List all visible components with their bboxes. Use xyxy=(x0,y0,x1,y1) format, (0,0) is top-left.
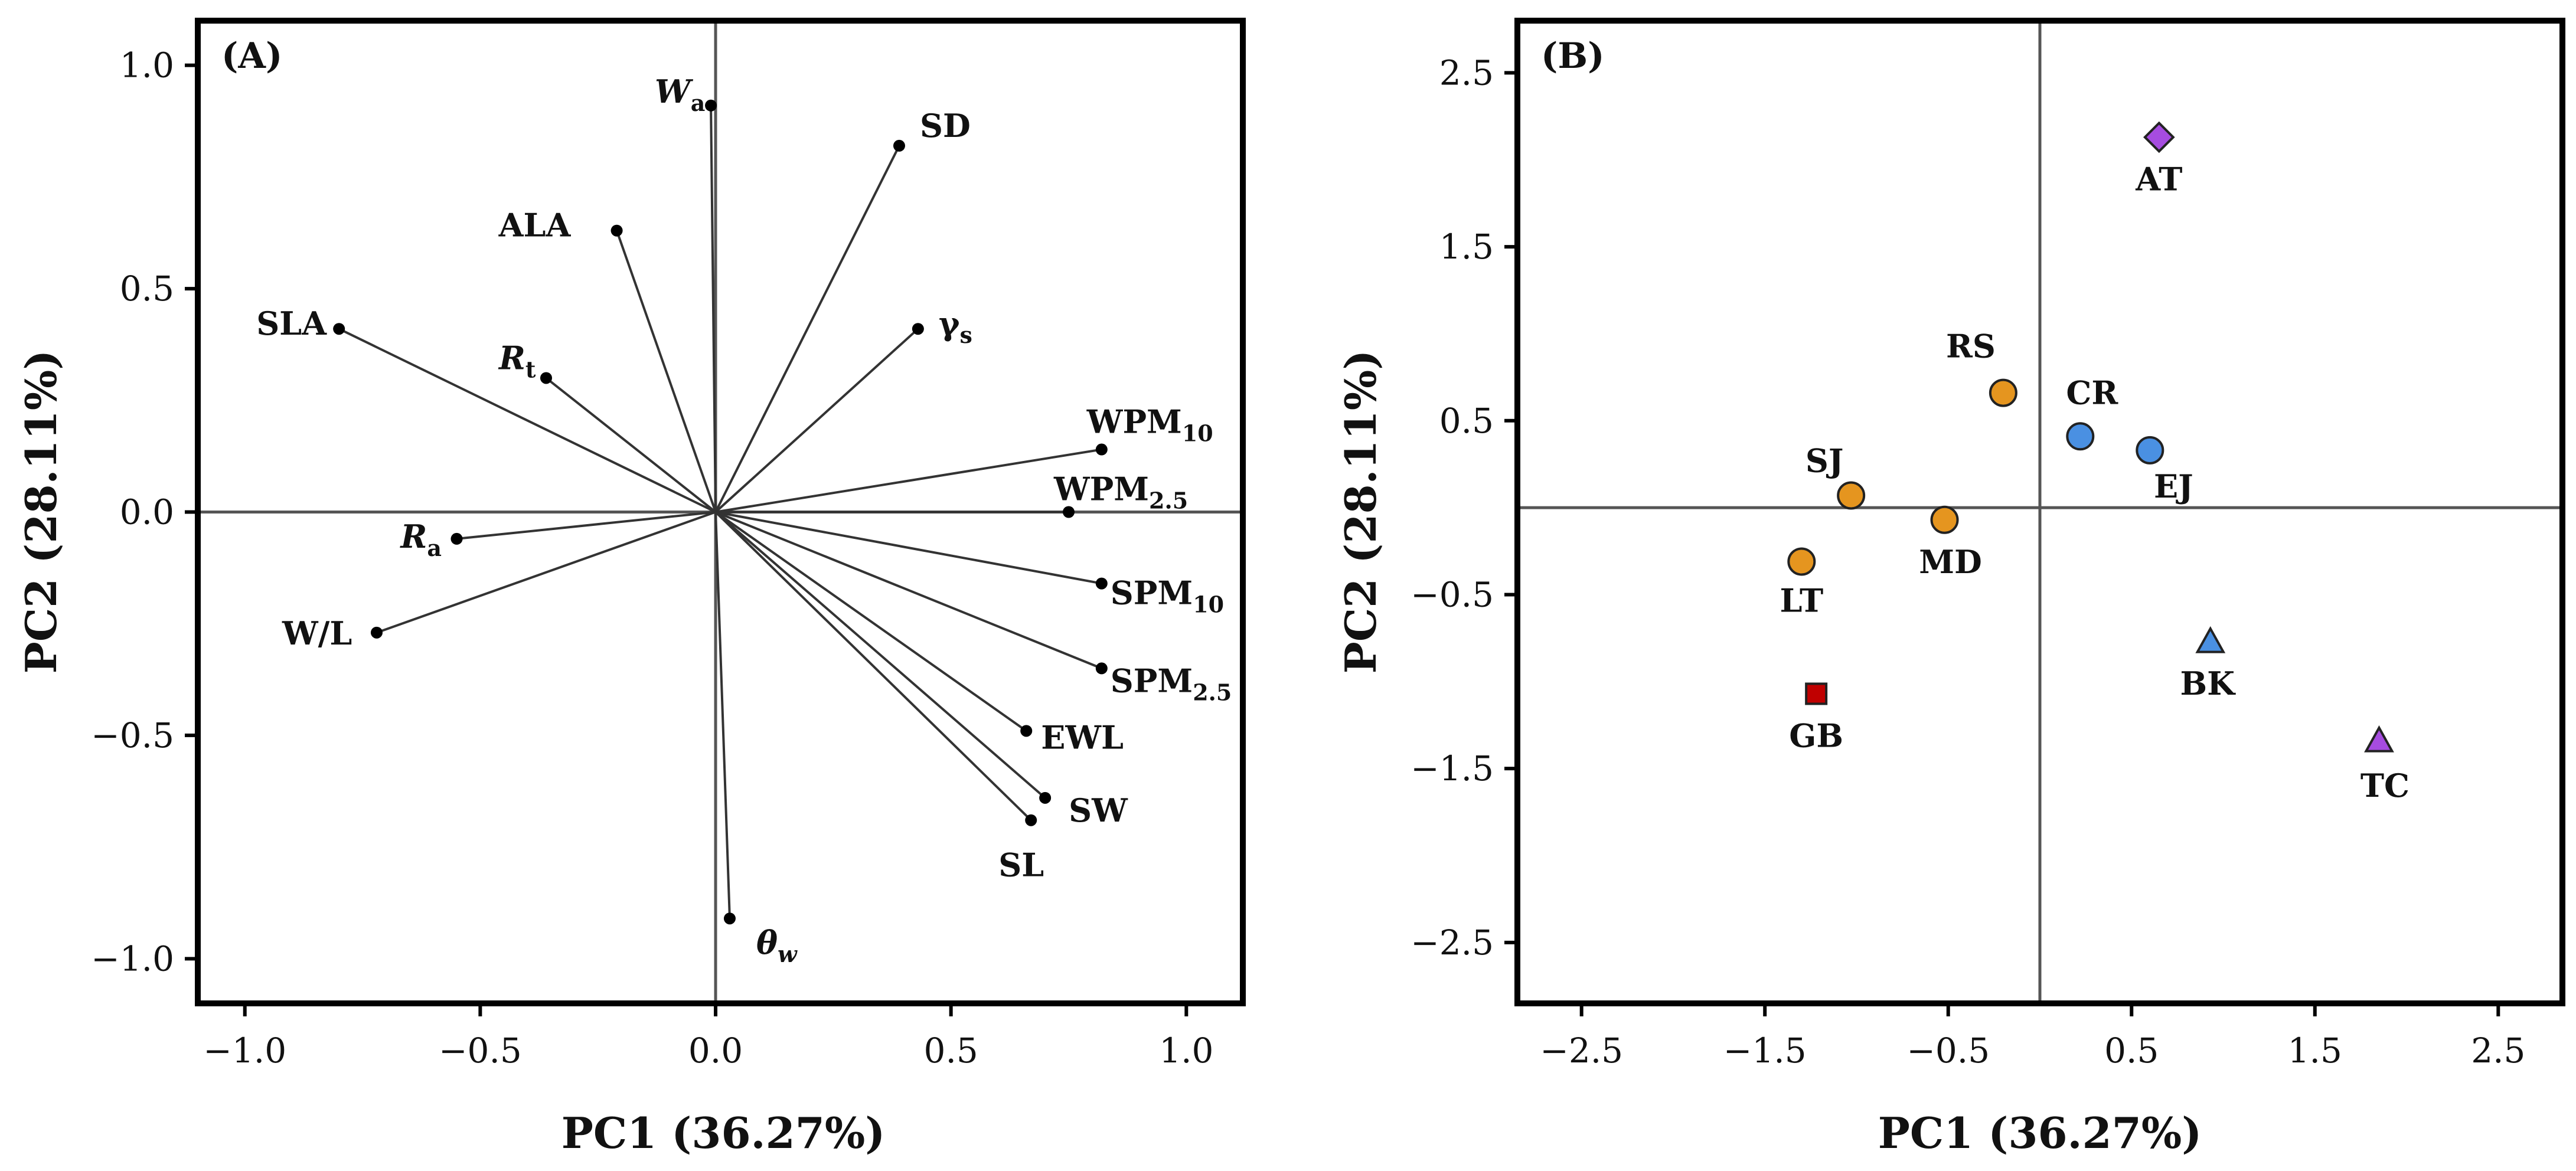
y-axis-title: PC2 (28.11%) xyxy=(16,350,66,674)
plot-frame xyxy=(1514,18,2565,1006)
y-tick-label: −0.5 xyxy=(1411,574,1494,614)
panel-b-scores-plot: −2.5 −1.5 −0.5 0.5 1.5 2.5 2.5 1.5 0.5 −0.5 −1.5 −2… xyxy=(1336,18,2565,1158)
x-axis-title: PC1 (36.27%) xyxy=(561,1108,886,1158)
vector-tip-sl xyxy=(1025,814,1037,826)
vector-tip-ewl xyxy=(1020,725,1033,737)
point-tc xyxy=(2364,725,2394,753)
vector-label-ala: ALA xyxy=(498,207,572,244)
point-label-md: MD xyxy=(1919,543,1982,581)
x-tick-label: −0.5 xyxy=(439,1031,522,1071)
loading-vector-w-l xyxy=(376,511,716,634)
y-tick-label: 2.5 xyxy=(1439,53,1494,93)
y-tick-label: 0.5 xyxy=(120,269,174,309)
x-tick-label: −2.5 xyxy=(1540,1031,1623,1071)
point-at xyxy=(2143,121,2175,153)
vector-label-spm-10: SPM10 xyxy=(1111,574,1224,618)
y-tick-label: 1.0 xyxy=(120,45,174,86)
loading-vector-spm-10 xyxy=(715,511,1102,585)
y-tick-label: −0.5 xyxy=(91,715,174,755)
vector-label-ewl: EWL xyxy=(1041,718,1124,756)
loading-vector-sw xyxy=(714,511,1046,799)
loading-vector-r-a xyxy=(456,511,716,540)
vector-tip-s xyxy=(912,323,924,335)
y-axis-title: PC2 (28.11%) xyxy=(1336,350,1386,674)
vector-label-wpm-10: WPM10 xyxy=(1086,403,1213,447)
vector-label-sla: SLA xyxy=(256,305,327,342)
vector-tip-w-a xyxy=(705,99,717,112)
loading-vector-ala xyxy=(615,230,717,513)
vector-tip-ala xyxy=(610,224,623,237)
point-label-tc: TC xyxy=(2360,767,2410,804)
point-label-cr: CR xyxy=(2066,374,2118,411)
vector-label-sd: SD xyxy=(920,107,971,145)
loading-vector-w xyxy=(714,512,731,919)
loading-vector-sd xyxy=(714,145,900,513)
vector-label-s: γs xyxy=(939,305,972,348)
y-tick-label: 0.5 xyxy=(1439,401,1494,441)
vector-tip-sla xyxy=(333,323,345,335)
point-bk xyxy=(2195,626,2226,653)
point-cr xyxy=(2066,422,2095,451)
x-tick-label: 0.5 xyxy=(2104,1031,2159,1071)
x-tick-label: 0.0 xyxy=(688,1031,743,1071)
vector-label-wpm-2-5: WPM2.5 xyxy=(1053,470,1188,514)
point-ej xyxy=(2136,436,2164,465)
point-sj xyxy=(1837,481,1866,510)
x-tick-label: −1.5 xyxy=(1723,1031,1807,1071)
vector-label-spm-2-5: SPM2.5 xyxy=(1111,662,1232,705)
point-label-gb: GB xyxy=(1789,717,1843,754)
vector-tip-sw xyxy=(1039,791,1052,804)
vector-label-sw: SW xyxy=(1069,791,1128,829)
vector-tip-r-a xyxy=(450,532,463,545)
point-gb xyxy=(1805,682,1828,705)
x-tick-label: 0.5 xyxy=(924,1031,978,1071)
point-label-ej: EJ xyxy=(2154,467,2193,505)
y-tick-label: −2.5 xyxy=(1411,923,1494,963)
loading-vector-w-a xyxy=(710,105,717,512)
x-tick-label: 1.0 xyxy=(1159,1031,1213,1071)
point-label-lt: LT xyxy=(1780,581,1823,619)
vector-label-r-t: Rt xyxy=(498,339,536,382)
loading-vector-sla xyxy=(338,328,716,513)
point-label-at: AT xyxy=(2135,160,2182,198)
point-label-rs: RS xyxy=(1946,328,1996,365)
vector-label-w: θw xyxy=(756,924,798,967)
vector-tip-spm-10 xyxy=(1095,577,1108,590)
loading-vector-ewl xyxy=(714,511,1027,732)
vector-label-sl: SL xyxy=(998,846,1044,884)
panel-label: (A) xyxy=(221,35,282,77)
vector-tip-sd xyxy=(893,139,905,152)
point-label-sj: SJ xyxy=(1806,442,1844,480)
vector-label-w-l: W/L xyxy=(282,614,352,652)
y-tick-label: −1.5 xyxy=(1411,748,1494,789)
loading-vector-spm-2-5 xyxy=(715,511,1102,670)
panel-a-loadings-plot: −1.0 −0.5 0.0 0.5 1.0 1.0 0.5 0.0 −0.5 −1.0 PC1 (3… xyxy=(16,18,1246,1158)
y-tick-label: 0.0 xyxy=(120,492,174,532)
vector-tip-wpm-2-5 xyxy=(1063,506,1075,518)
vector-tip-spm-2-5 xyxy=(1095,662,1108,675)
y-tick-label: −1.0 xyxy=(91,938,174,979)
x-tick-label: 2.5 xyxy=(2471,1031,2525,1071)
point-rs xyxy=(1989,378,2017,407)
x-axis-title: PC1 (36.27%) xyxy=(1878,1108,2202,1158)
vector-label-w-a: Wa xyxy=(655,73,705,116)
x-tick-label: 1.5 xyxy=(2288,1031,2342,1071)
loading-vector-wpm-10 xyxy=(715,448,1102,513)
vector-tip-wpm-10 xyxy=(1095,443,1108,456)
loading-vector-r-t xyxy=(545,377,717,513)
vector-tip-w-l xyxy=(370,626,383,639)
y-tick-label: 1.5 xyxy=(1439,227,1494,267)
panel-label: (B) xyxy=(1541,35,1605,77)
x-tick-label: −0.5 xyxy=(1906,1031,1990,1071)
loading-vector-sl xyxy=(714,511,1032,822)
point-md xyxy=(1930,505,1959,534)
vector-label-r-a: Ra xyxy=(400,518,442,561)
point-label-bk: BK xyxy=(2180,665,2237,702)
x-tick-label: −1.0 xyxy=(203,1031,286,1071)
vector-tip-w xyxy=(723,912,736,925)
loading-vector-s xyxy=(714,328,919,513)
point-lt xyxy=(1787,547,1816,576)
vector-tip-r-t xyxy=(540,372,552,384)
